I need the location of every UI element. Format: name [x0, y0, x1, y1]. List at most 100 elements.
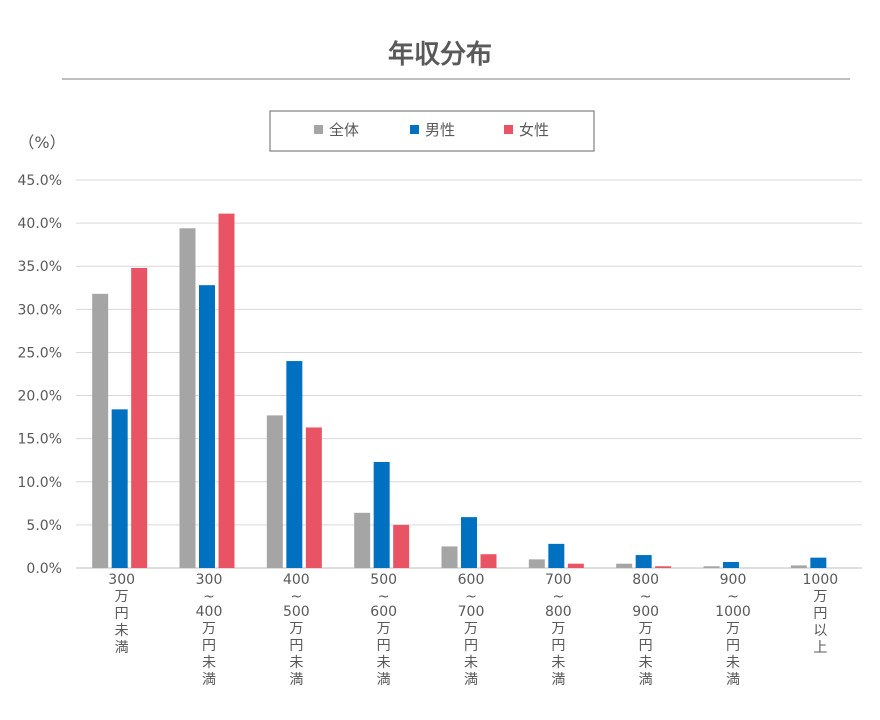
x-category-label-part: 未 — [289, 655, 303, 671]
x-category-label-part: 500 — [370, 572, 397, 588]
bar — [810, 557, 827, 568]
x-category-label-part: 万 — [289, 621, 303, 637]
x-category-label-part: 900 — [720, 572, 747, 588]
x-category-label-part: 700 — [458, 604, 485, 620]
x-category-label-part: 円 — [639, 638, 653, 654]
x-category-label-part: 万 — [551, 621, 565, 637]
x-category-label-part: 300 — [108, 572, 135, 588]
bar — [461, 517, 477, 568]
x-category-label-part: 500 — [283, 604, 310, 620]
y-tick-label: 10.0% — [18, 475, 62, 491]
x-category-label-part: 300 — [196, 572, 223, 588]
x-category-label-part: 上 — [813, 640, 827, 656]
bar — [218, 213, 235, 569]
legend-swatch — [504, 125, 513, 134]
y-tick-label: 45.0% — [18, 173, 62, 189]
x-category-label-part: 満 — [115, 640, 129, 656]
bar — [441, 546, 458, 568]
legend-swatch — [410, 125, 419, 134]
bar — [305, 427, 322, 568]
x-category-label-part: 万 — [813, 589, 827, 605]
x-category-label-part: 万 — [639, 621, 653, 637]
x-category-label-part: 円 — [377, 638, 391, 654]
y-tick-label: 40.0% — [18, 216, 62, 232]
x-category-label-part: 万 — [377, 621, 391, 637]
legend-box — [269, 110, 595, 152]
x-category-label-part: 700 — [545, 572, 572, 588]
x-category-label-part: ~ — [465, 589, 477, 605]
x-category-label-part: 900 — [632, 604, 659, 620]
bar — [703, 566, 720, 568]
bar — [635, 555, 652, 568]
x-category-label-part: 円 — [202, 638, 216, 654]
legend-label: 男性 — [425, 121, 455, 139]
y-tick-label: 0.0% — [26, 561, 62, 577]
legend-label: 女性 — [519, 121, 549, 139]
bars — [92, 213, 827, 569]
x-category-label-part: 1000 — [803, 572, 839, 588]
x-category-label-part: 円 — [726, 638, 740, 654]
y-tick-label: 30.0% — [18, 302, 62, 318]
x-category-label-part: 800 — [632, 572, 659, 588]
x-category-label-part: 満 — [464, 672, 478, 688]
bar — [373, 461, 390, 568]
x-category-label-part: 万 — [464, 621, 478, 637]
x-category-label-part: 万 — [726, 621, 740, 637]
x-category-label-part: ~ — [290, 589, 302, 605]
bar — [528, 559, 545, 568]
y-axis-ticks: 0.0% 5.0% 10.0% 15.0% 20.0% 25.0% 30.0% 35.0% 40… — [18, 173, 62, 577]
bar — [655, 566, 672, 568]
bar — [790, 565, 807, 568]
legend: 全体 男性 女性 — [269, 110, 595, 152]
x-category-label-part: 未 — [464, 655, 478, 671]
x-category-label-part: 円 — [289, 638, 303, 654]
x-category-label-part: 600 — [370, 604, 397, 620]
x-category-label-part: 万 — [202, 621, 216, 637]
y-tick-label: 25.0% — [18, 345, 62, 361]
bar — [286, 361, 303, 568]
x-category-label-part: 未 — [377, 655, 391, 671]
y-tick-label: 5.0% — [26, 518, 62, 534]
bar — [616, 563, 633, 568]
y-tick-label: 20.0% — [18, 389, 62, 405]
y-axis-unit-label: （%） — [18, 133, 65, 152]
x-category-label-part: 満 — [202, 672, 216, 688]
x-axis-categories: 300万円未満300~400万円未満400~500万円未満500~600万円未満… — [108, 572, 838, 688]
x-category-label-part: 円 — [115, 606, 129, 622]
bar — [131, 267, 148, 568]
x-category-label-part: 満 — [726, 672, 740, 688]
x-category-label-part: 未 — [115, 623, 129, 639]
bar — [111, 409, 128, 568]
x-category-label-part: ~ — [378, 589, 390, 605]
chart-title: 年収分布 — [388, 39, 492, 70]
x-category-label-part: 満 — [639, 672, 653, 688]
bar — [548, 543, 565, 568]
x-category-label-part: 400 — [283, 572, 310, 588]
x-category-label-part: 未 — [202, 655, 216, 671]
y-tick-label: 15.0% — [18, 432, 62, 448]
x-category-label-part: 満 — [551, 672, 565, 688]
x-category-label-part: 万 — [115, 589, 129, 605]
x-category-label-part: 800 — [545, 604, 572, 620]
x-category-label-part: 円 — [464, 638, 478, 654]
y-tick-label: 35.0% — [18, 259, 62, 275]
x-category-label-part: 400 — [196, 604, 223, 620]
bar — [480, 554, 497, 568]
x-category-label-part: ~ — [552, 589, 564, 605]
bar — [199, 285, 215, 568]
bar — [266, 415, 283, 568]
legend-label: 全体 — [329, 121, 359, 139]
bar — [179, 228, 196, 569]
bar — [92, 293, 109, 568]
x-category-label-part: 以 — [813, 623, 827, 639]
x-category-label-part: 未 — [551, 655, 565, 671]
